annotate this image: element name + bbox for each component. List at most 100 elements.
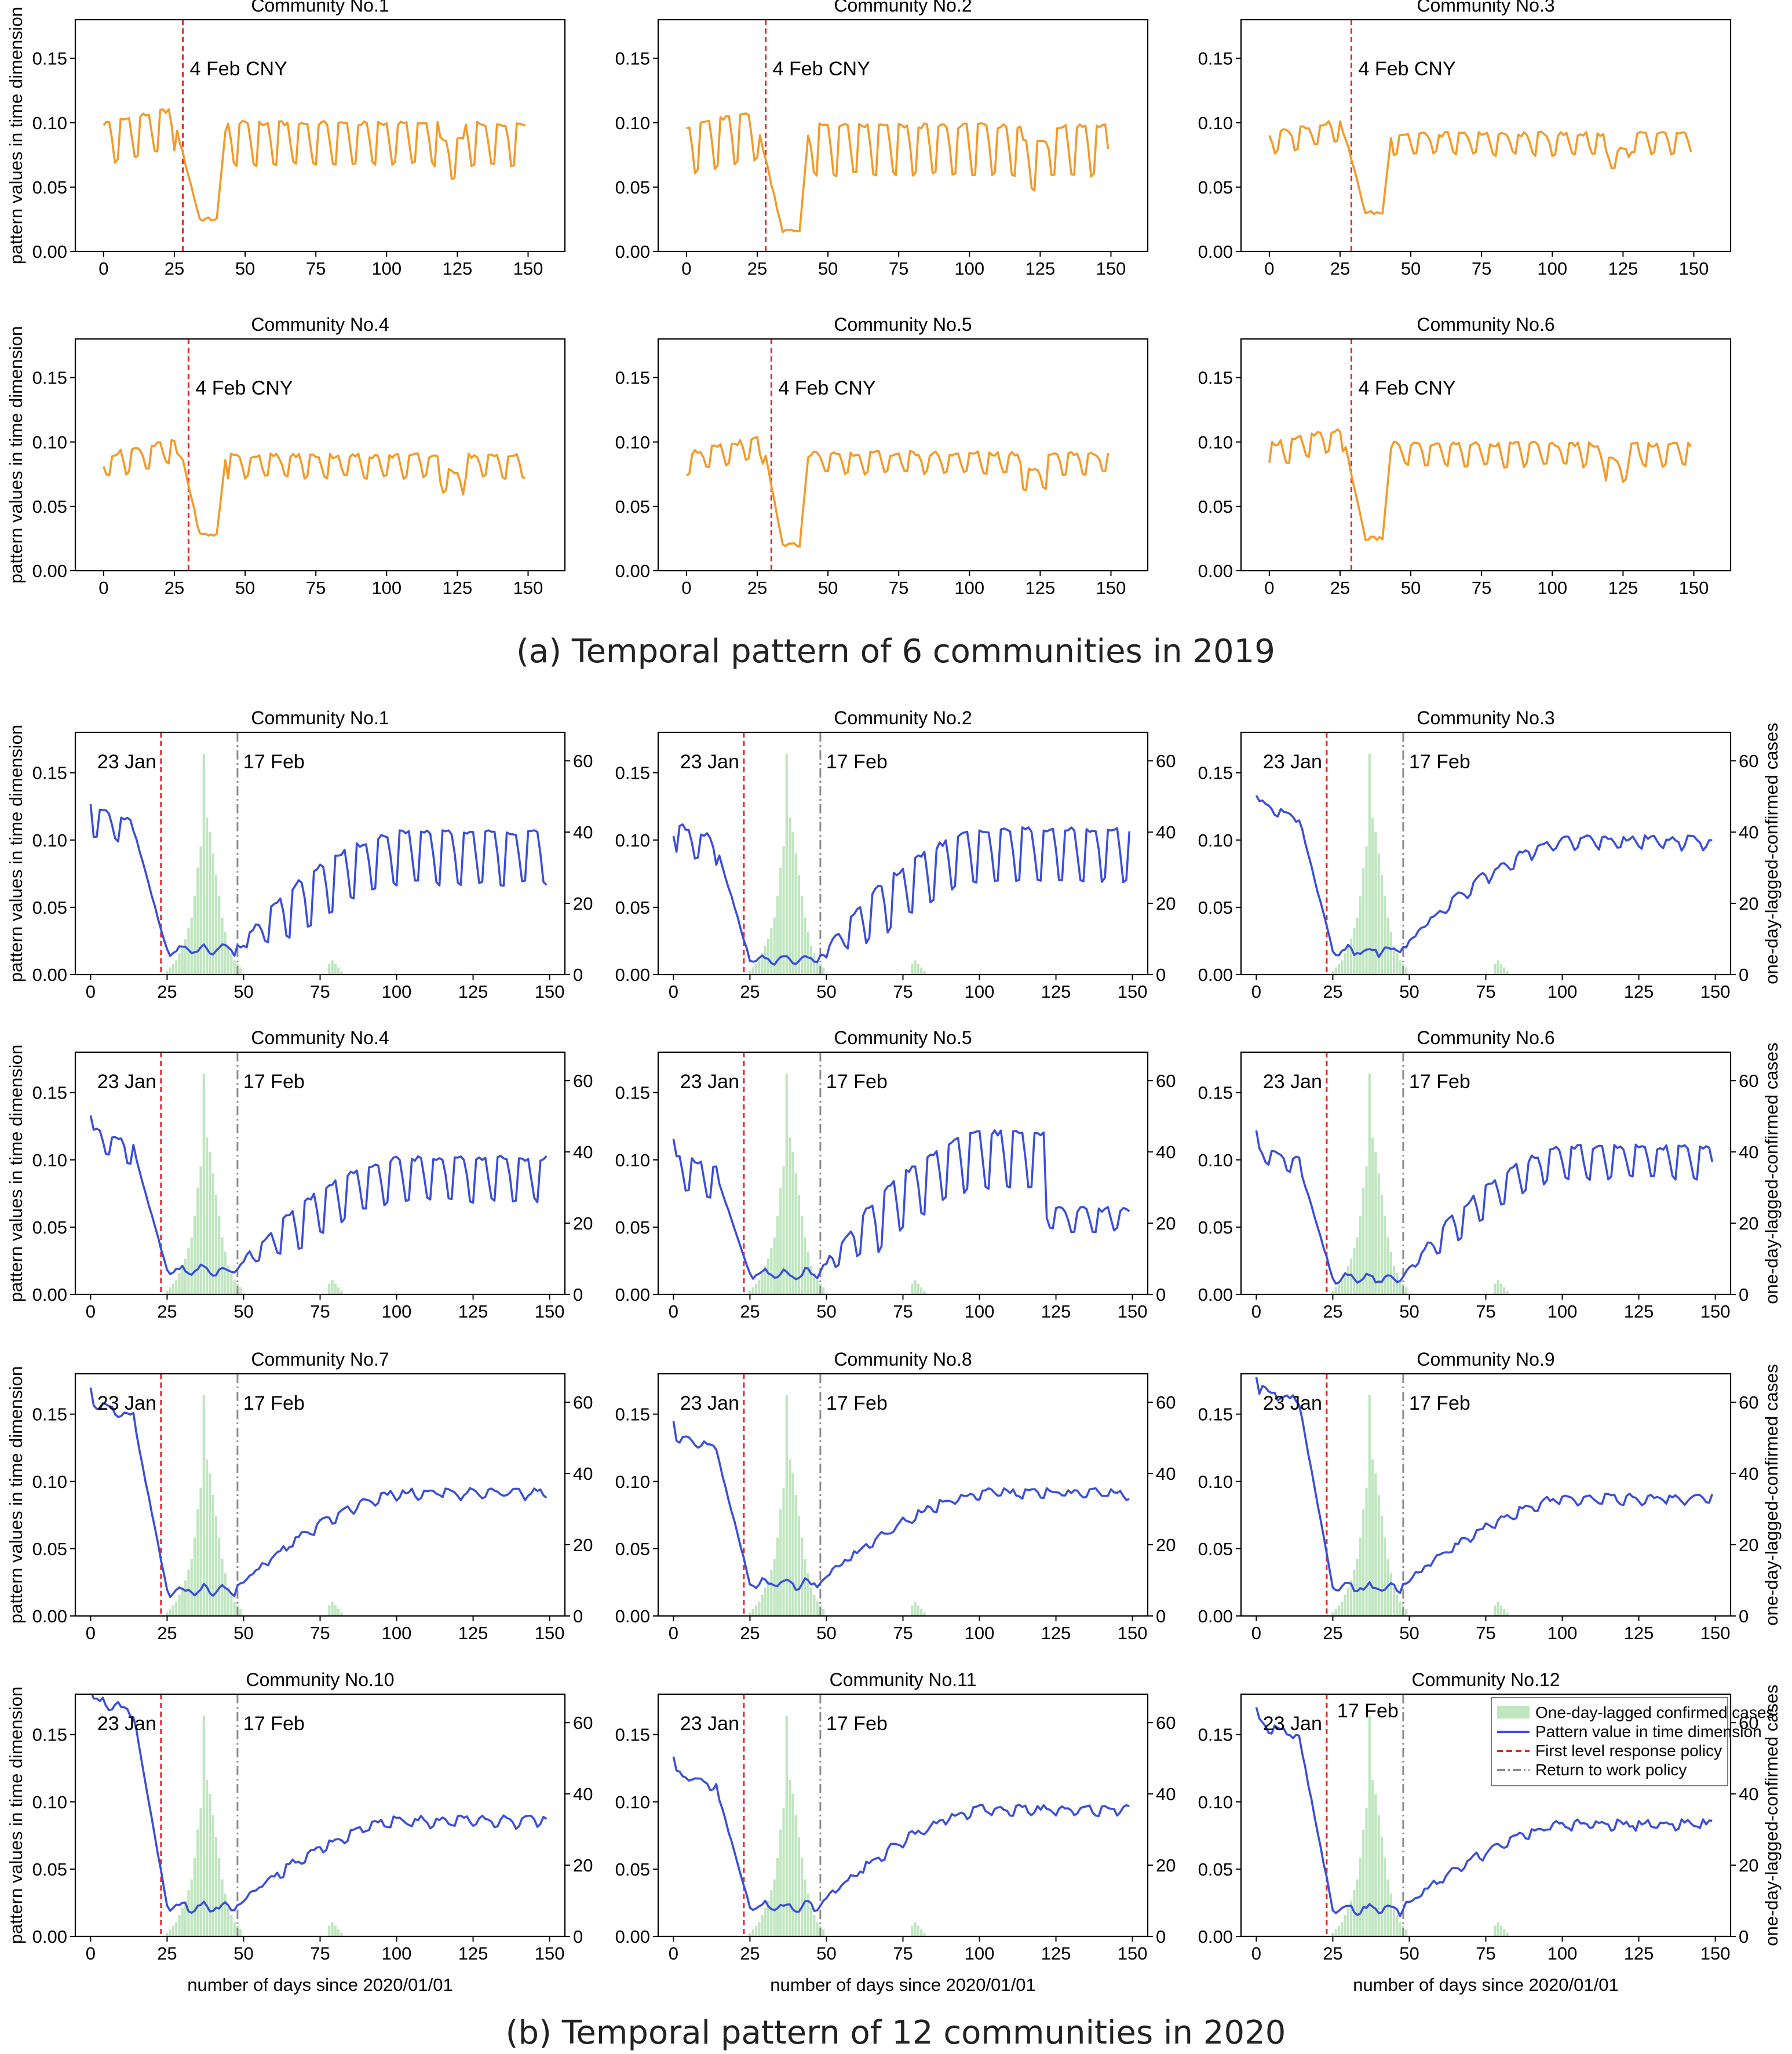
legend-label-cases: One-day-lagged confirmed cases [1535, 1703, 1774, 1721]
case-bar [797, 1516, 801, 1616]
case-bar [1356, 1237, 1359, 1294]
case-bar [205, 1459, 209, 1616]
y-tick-label: 0.00 [615, 965, 650, 985]
chart-2020-community-5: 0 25 50 75 100 125 150 0.00 0.05 0.10 0.15 0 20 40 60 C… [615, 1027, 1176, 1322]
chart-2020-community-12: 0 25 50 75 100 125 150 0.00 0.05 0.10 0.15 0 20 40 60 C… [1198, 1669, 1775, 1964]
case-bar [917, 964, 920, 975]
case-bar [331, 1601, 334, 1616]
x-tick-label: 150 [535, 1943, 565, 1964]
case-bar [773, 917, 776, 975]
chart-2019-community-6: 0 25 50 75 100 125 150 0.00 0.05 0.10 0.15 Communit… [1198, 314, 1732, 598]
case-bar [1389, 932, 1392, 975]
case-bar [804, 1879, 806, 1936]
x-tick-label: 50 [816, 1301, 836, 1322]
plot-area [686, 339, 1109, 571]
y-tick-label: 0.15 [615, 1404, 650, 1425]
case-bar [782, 1166, 785, 1294]
y2-tick-label: 0 [1156, 1285, 1166, 1305]
case-bar [193, 1537, 196, 1616]
case-bar [196, 867, 199, 975]
case-bar [764, 1265, 767, 1294]
x-tick-label: 75 [1472, 258, 1491, 279]
case-bar [806, 1573, 809, 1616]
x-tick-label: 75 [1476, 1943, 1495, 1964]
plot-area [672, 732, 1131, 975]
x-tick-label: 50 [1401, 578, 1421, 598]
case-bar [328, 964, 331, 975]
chart-2020-community-7: 0 25 50 75 100 125 150 0.00 0.05 0.10 0.15 0 20 40 60 C… [32, 1349, 593, 1643]
case-bar [1384, 1537, 1386, 1616]
subplot-title: Community No.6 [1417, 1027, 1554, 1048]
y-tick-label: 0.00 [1198, 242, 1233, 262]
case-bar [920, 1929, 923, 1936]
jan23-annotation: 23 Jan [680, 751, 739, 773]
series-line [1268, 428, 1692, 541]
case-bar [199, 846, 202, 975]
case-bar [1346, 946, 1349, 975]
x-tick-label: 50 [233, 1943, 253, 1964]
y2-tick-label: 40 [573, 822, 593, 842]
case-bar [1399, 1601, 1402, 1616]
case-bar [1396, 953, 1399, 975]
case-bar [1396, 1273, 1399, 1294]
y2-tick-label: 0 [1739, 1285, 1749, 1305]
case-bar [1356, 1559, 1359, 1616]
case-bar [166, 971, 169, 975]
case-bar [816, 1922, 819, 1936]
x-tick-label: 50 [233, 982, 253, 1002]
case-bar [788, 1459, 791, 1616]
panel-a-caption: (a) Temporal pattern of 6 communities in… [516, 633, 1275, 670]
y-tick-label: 0.00 [615, 1927, 650, 1947]
x-tick-label: 125 [1041, 982, 1071, 1002]
y2-tick-label: 20 [573, 1535, 593, 1555]
case-bar [1499, 964, 1503, 975]
plot-frame [1240, 19, 1732, 253]
subplot-title: Community No.11 [830, 1669, 977, 1690]
y2-tick-label: 20 [1739, 893, 1758, 914]
case-bar [923, 1612, 926, 1616]
series-line [686, 436, 1109, 548]
case-bar [224, 1573, 227, 1616]
case-bar [914, 960, 917, 975]
plot-area [672, 1374, 1130, 1616]
jan23-annotation: 23 Jan [680, 1071, 739, 1093]
case-bar [782, 1808, 785, 1936]
y-tick-label: 0.15 [1198, 1083, 1233, 1103]
y-tick-label: 0.00 [615, 1606, 650, 1626]
series-line [1255, 1130, 1714, 1285]
x-tick-label: 150 [1096, 578, 1126, 598]
y2-tick-label: 20 [573, 1213, 593, 1234]
y-tick-label: 0.00 [32, 1927, 67, 1947]
case-bar [340, 1932, 343, 1936]
y2-tick-label: 40 [573, 1464, 593, 1484]
chart-2019-community-5: 0 25 50 75 100 125 150 0.00 0.05 0.10 0.15 Communit… [615, 314, 1149, 598]
y-tick-label: 0.05 [32, 1539, 67, 1559]
subplot-title: Community No.1 [251, 707, 389, 728]
x-tick-label: 125 [1025, 258, 1056, 279]
y2-tick-label: 60 [1739, 1392, 1758, 1413]
x-tick-label: 125 [1608, 578, 1638, 598]
case-bar [758, 1922, 761, 1936]
series-line [672, 1129, 1130, 1280]
y2-tick-label: 60 [1156, 1392, 1176, 1413]
y2-tick-label: 20 [1739, 1213, 1758, 1234]
plot-area [1268, 339, 1692, 571]
x-tick-label: 50 [235, 578, 255, 598]
x-tick-label: 125 [458, 1623, 488, 1643]
case-bar [1337, 964, 1341, 975]
case-bar [1497, 1922, 1499, 1936]
series-line [103, 439, 525, 537]
y-tick-label: 0.10 [615, 1472, 650, 1492]
plot-area [91, 1694, 548, 1936]
y-tick-label: 0.00 [1198, 1606, 1233, 1626]
x-tick-label: 75 [889, 578, 908, 598]
x-tick-label: 75 [1472, 578, 1491, 598]
case-bar [199, 1808, 202, 1936]
case-bar [770, 928, 773, 975]
case-bar [166, 1612, 169, 1616]
case-bar [776, 1537, 779, 1616]
x-tick-label: 125 [1041, 1301, 1071, 1322]
case-bar [1353, 928, 1356, 975]
case-bar [233, 1601, 236, 1616]
x-tick-label: 0 [86, 1623, 96, 1643]
